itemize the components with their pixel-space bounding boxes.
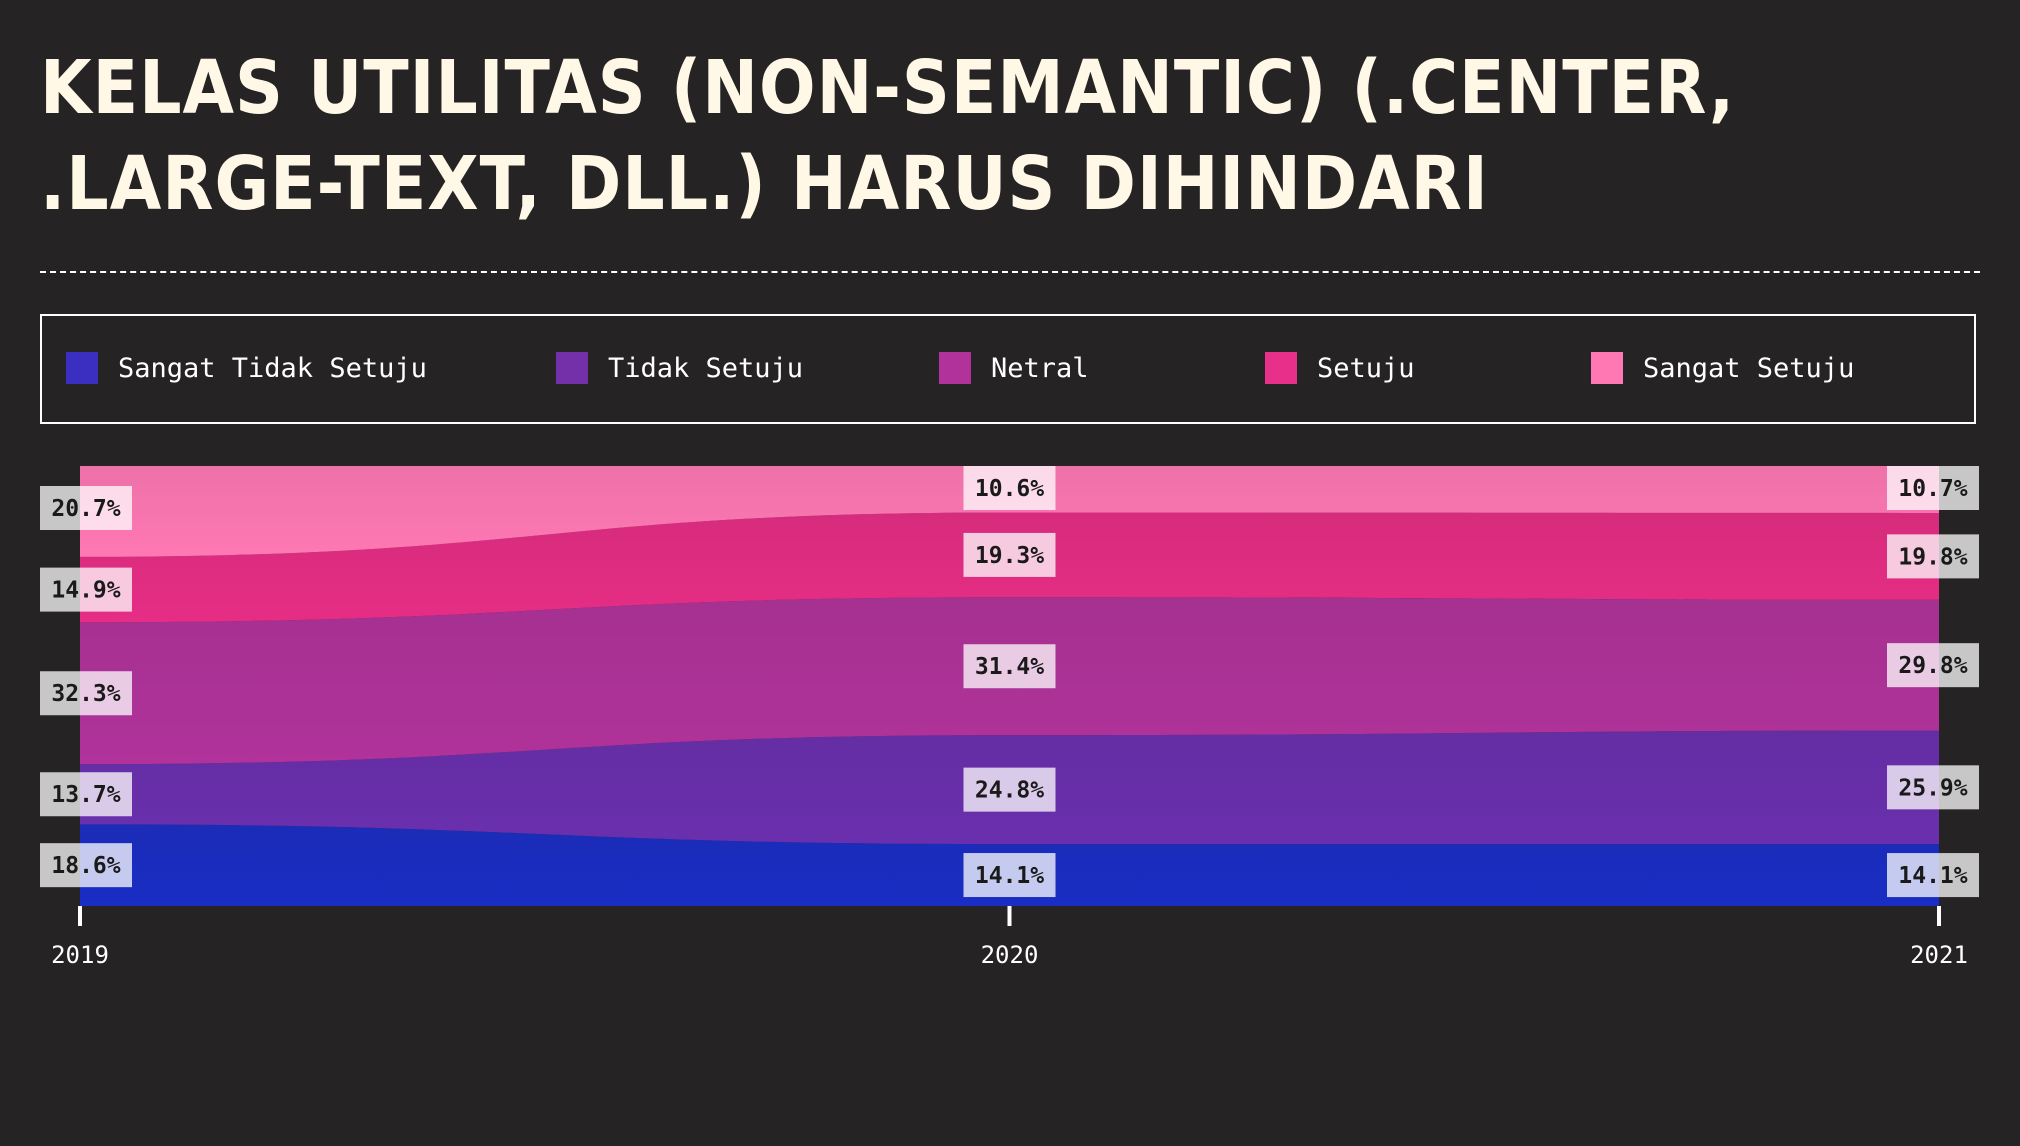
value-label: 13.7% xyxy=(40,772,132,817)
value-label-bg xyxy=(40,567,132,612)
value-label: 31.4% xyxy=(963,644,1056,689)
value-label-text: 10.6% xyxy=(975,476,1044,502)
value-label: 19.8% xyxy=(1887,534,1979,579)
value-label-bg xyxy=(1887,853,1979,898)
legend-label: Sangat Setuju xyxy=(1643,352,1855,384)
legend: Sangat Tidak Setuju Tidak Setuju Netral … xyxy=(40,314,1976,424)
legend-swatch xyxy=(556,352,588,384)
value-label: 19.3% xyxy=(963,532,1056,577)
value-label-bg xyxy=(1887,534,1979,579)
legend-swatch xyxy=(939,352,971,384)
value-label-text: 14.1% xyxy=(1898,863,1967,889)
legend-label: Setuju xyxy=(1317,352,1415,384)
value-label-text: 10.7% xyxy=(1898,476,1967,502)
value-label-text: 18.6% xyxy=(51,853,120,879)
value-label-bg xyxy=(40,671,132,716)
chart-title: KELAS UTILITAS (NON-SEMANTIC) (.CENTER, … xyxy=(40,45,1736,227)
value-label: 32.3% xyxy=(40,671,132,716)
area-series-sangat-setuju[interactable] xyxy=(80,466,1939,557)
value-label: 25.9% xyxy=(1887,765,1979,810)
value-label-bg xyxy=(40,843,132,888)
value-label-bg xyxy=(1887,643,1979,688)
value-label-bg xyxy=(963,644,1056,689)
value-label-text: 31.4% xyxy=(975,654,1044,680)
value-label: 24.8% xyxy=(963,767,1056,812)
legend-label: Tidak Setuju xyxy=(608,352,804,384)
value-label: 10.7% xyxy=(1887,466,1979,510)
value-label-bg xyxy=(1887,466,1979,510)
legend-swatch xyxy=(1265,352,1297,384)
value-label-text: 19.8% xyxy=(1898,544,1967,570)
legend-item-sangat-tidak-setuju[interactable]: Sangat Tidak Setuju xyxy=(66,352,427,384)
legend-item-tidak-setuju[interactable]: Tidak Setuju xyxy=(556,352,803,384)
legend-item-sangat-setuju[interactable]: Sangat Setuju xyxy=(1591,352,1854,384)
legend-swatch xyxy=(1591,352,1623,384)
legend-swatch xyxy=(66,352,98,384)
value-label-text: 32.3% xyxy=(51,681,120,707)
x-axis-tick-label: 2020 xyxy=(981,941,1039,969)
value-label-bg xyxy=(40,486,132,530)
value-label-text: 20.7% xyxy=(51,496,120,522)
value-label-bg xyxy=(963,767,1056,812)
x-axis-tick-label: 2019 xyxy=(51,941,109,969)
value-label-bg xyxy=(1887,765,1979,810)
value-label-bg xyxy=(40,772,132,817)
title-divider xyxy=(40,271,1980,273)
value-label: 14.9% xyxy=(40,567,132,612)
value-label: 14.1% xyxy=(963,853,1056,898)
value-label: 20.7% xyxy=(40,486,132,530)
value-label-text: 25.9% xyxy=(1898,775,1967,801)
legend-label: Sangat Tidak Setuju xyxy=(118,352,427,384)
value-label-bg xyxy=(963,853,1056,898)
value-label: 18.6% xyxy=(40,843,132,888)
value-label: 10.6% xyxy=(963,466,1056,510)
x-axis-tick-label: 2021 xyxy=(1910,941,1968,969)
legend-item-netral[interactable]: Netral xyxy=(939,352,1089,384)
value-label-text: 13.7% xyxy=(51,782,120,808)
value-label-text: 29.8% xyxy=(1898,653,1967,679)
value-label-text: 19.3% xyxy=(975,543,1044,569)
legend-item-setuju[interactable]: Setuju xyxy=(1265,352,1415,384)
value-label: 29.8% xyxy=(1887,643,1979,688)
value-label-bg xyxy=(963,532,1056,577)
value-label-bg xyxy=(963,466,1056,510)
value-label-text: 14.1% xyxy=(975,863,1044,889)
legend-label: Netral xyxy=(991,352,1089,384)
value-label-text: 14.9% xyxy=(51,578,120,604)
value-label: 14.1% xyxy=(1887,853,1979,898)
value-label-text: 24.8% xyxy=(975,778,1044,804)
